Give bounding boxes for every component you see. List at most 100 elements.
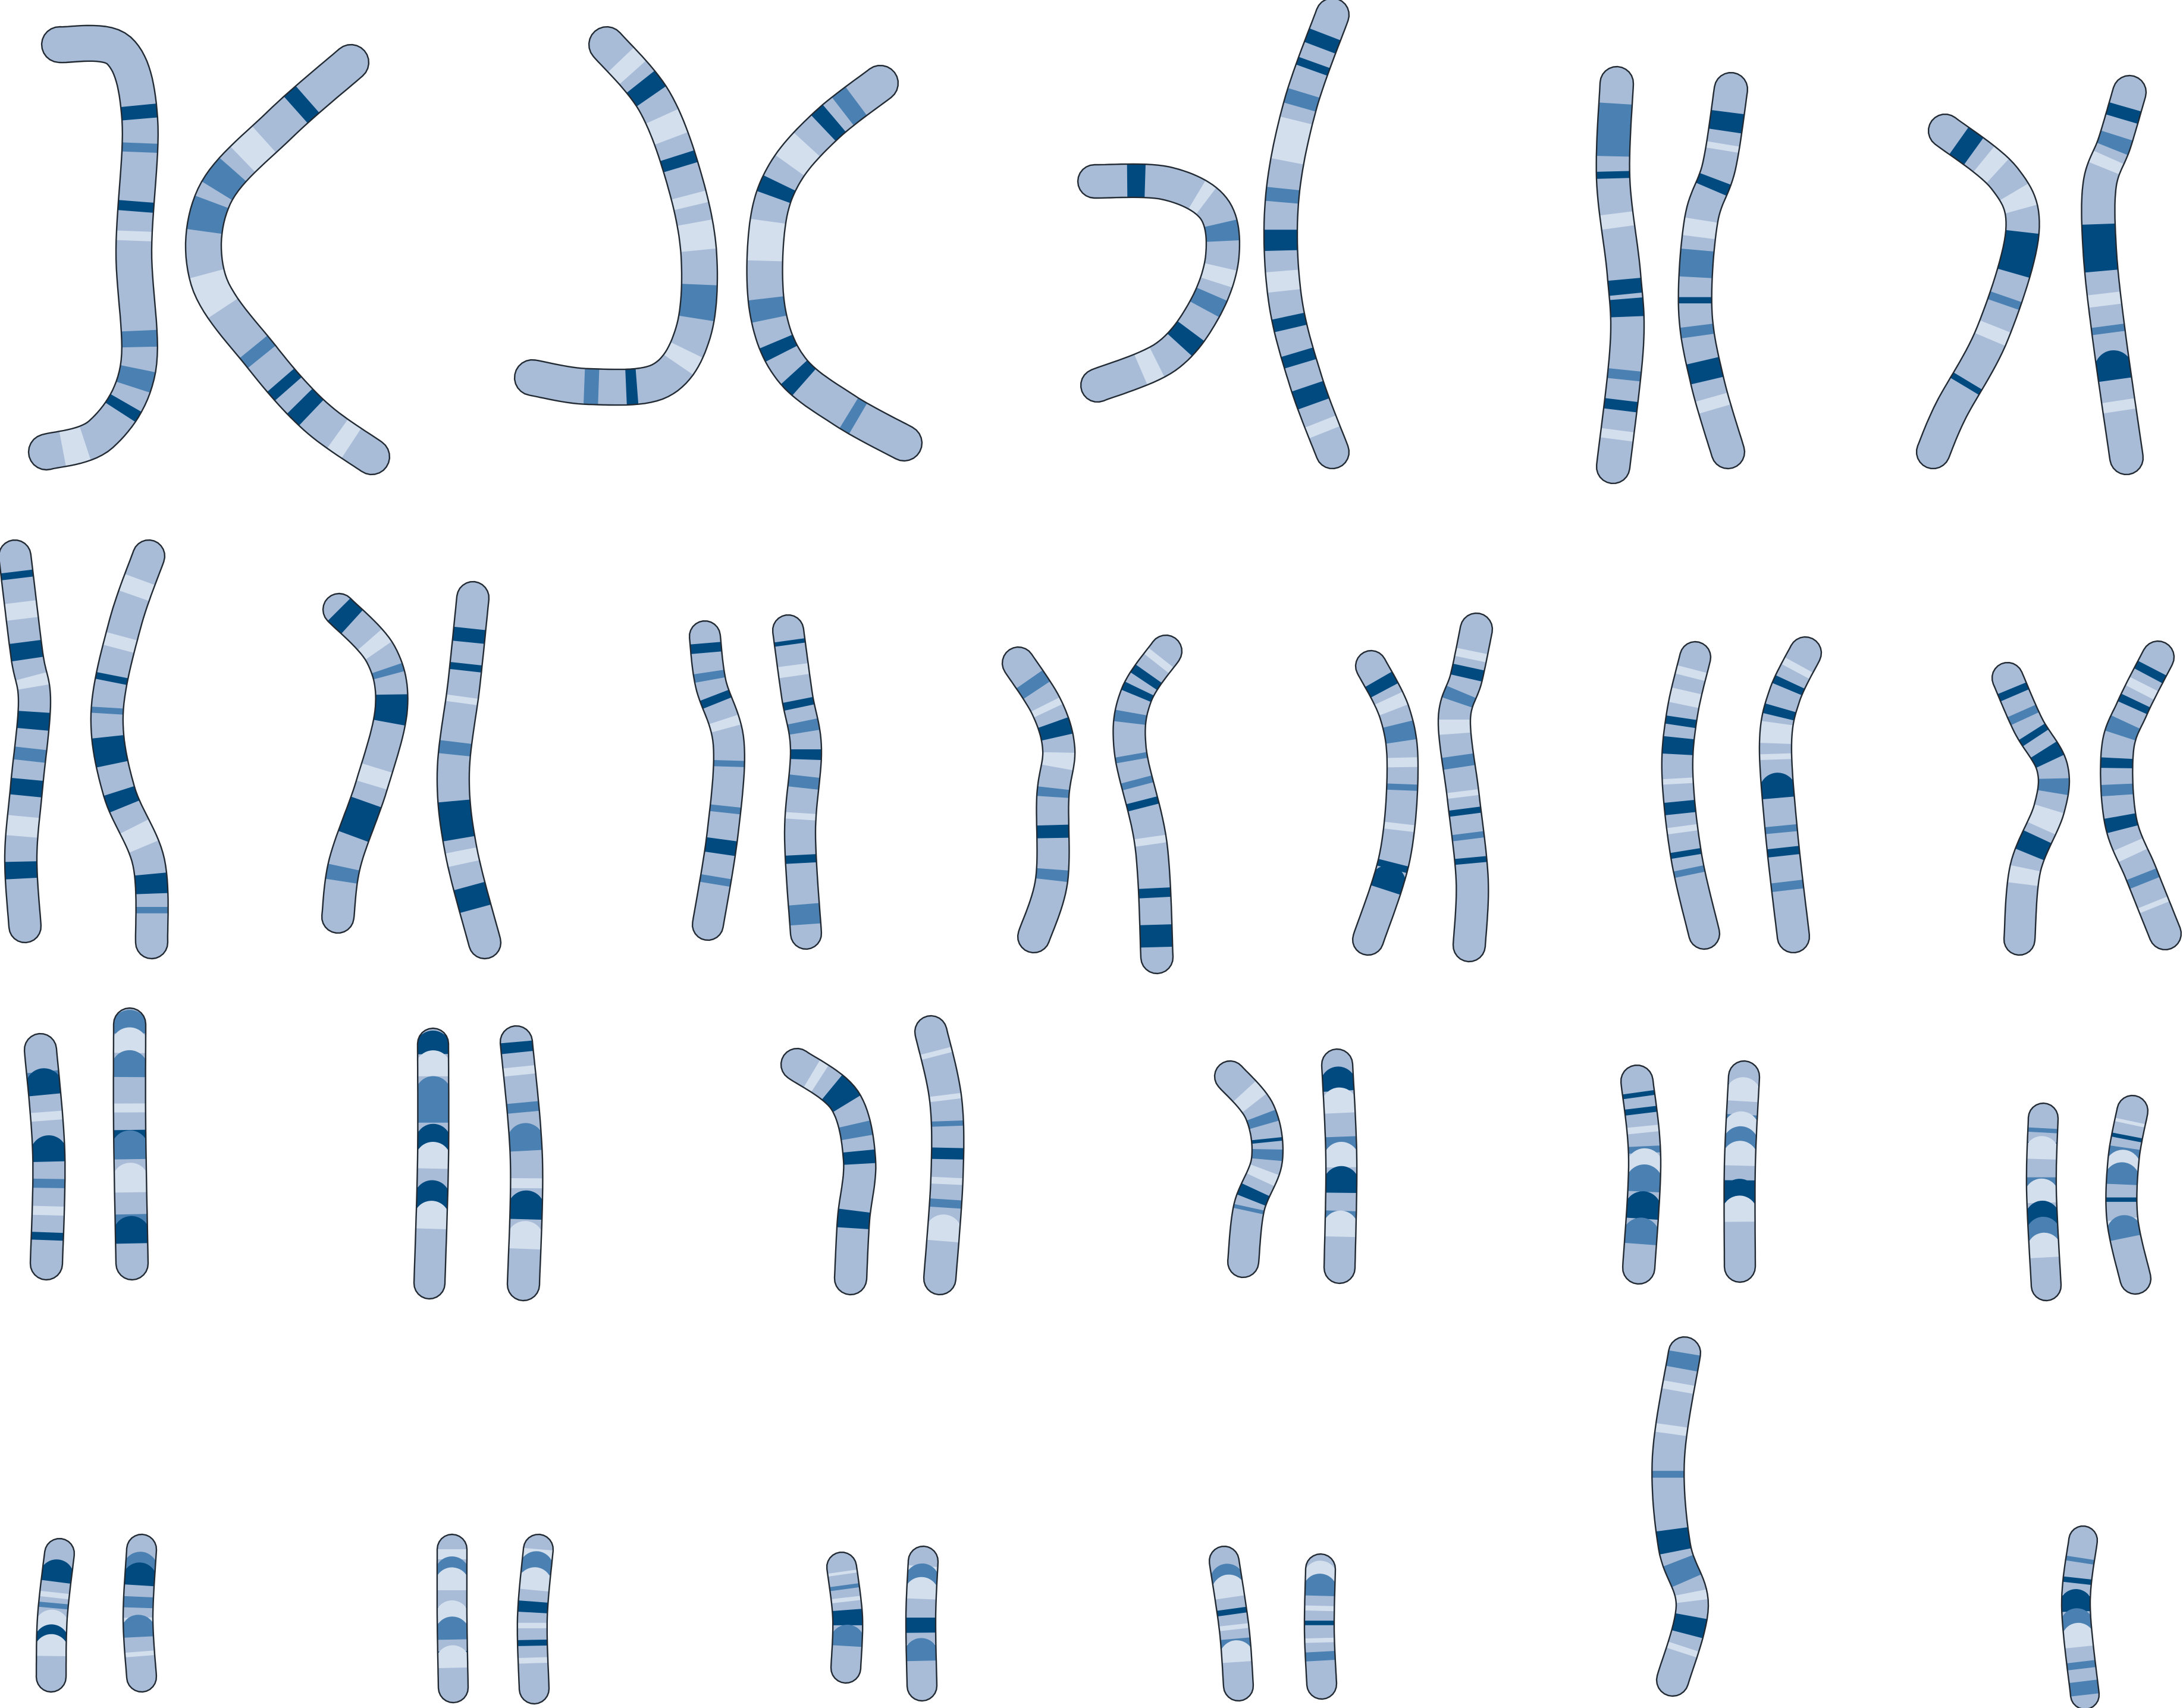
chromosome-outline [112, 1007, 149, 1281]
chromosome-band [11, 736, 49, 773]
chromosome-band [1033, 856, 1071, 894]
chromosome-band [660, 334, 705, 382]
chromosome [1209, 1546, 1254, 1702]
chromosome-band [669, 180, 711, 221]
chromosome-band [1281, 81, 1322, 120]
chromosome-band [2086, 141, 2126, 184]
chromosome-band [264, 364, 305, 405]
chromosome-band [1187, 279, 1229, 325]
chromosome-band [2102, 802, 2141, 844]
chromosome-band [1948, 371, 1984, 397]
chromosome-outline [1620, 1065, 1662, 1285]
chromosome-band [1597, 428, 1637, 442]
chromosome-outline [772, 614, 823, 950]
chromosome-body [2106, 1095, 2151, 1294]
chromosome-band [1113, 751, 1150, 764]
band-group [437, 617, 494, 920]
chromosome-band [443, 838, 482, 875]
chromosome-band [836, 1110, 876, 1151]
chromosome-band [123, 1585, 156, 1620]
chromosome [905, 1545, 939, 1702]
chromosome-band [1127, 345, 1171, 387]
chromosome [1916, 114, 2040, 469]
chromosome-band [90, 724, 130, 777]
chromosome-band [2005, 697, 2041, 733]
chromosome-body [689, 621, 745, 940]
chromosome-band [807, 101, 851, 145]
chromosome-outline [90, 539, 169, 960]
chromosome-outline [1213, 1060, 1284, 1279]
band-group [24, 1068, 65, 1241]
chromosome [1303, 1553, 1338, 1700]
chromosome-band [101, 777, 142, 820]
chromosome-band [757, 325, 800, 371]
chromosome-band [1607, 284, 1644, 331]
chromosome [413, 1027, 450, 1300]
chromosome-band [237, 331, 278, 372]
chromosome-band [2027, 734, 2067, 777]
chromosome-band [27, 1110, 65, 1122]
chromosome-band [1604, 368, 1644, 382]
chromosome [1077, 163, 1241, 403]
chromosome-band [1278, 339, 1319, 377]
chromosome-band [90, 706, 126, 715]
chromosome-band [1124, 796, 1162, 812]
chromosome-band [1605, 265, 1644, 309]
chromosome-band [93, 671, 131, 686]
chromosome-band [118, 813, 161, 860]
chromosome-band [2103, 92, 2144, 134]
band-group [36, 1559, 74, 1669]
band-group [322, 594, 408, 895]
chromosome-band [1623, 1191, 1661, 1229]
chromosome-band [199, 154, 249, 206]
chromosome-outline [516, 1533, 554, 1705]
chromosome-band [1249, 1135, 1283, 1175]
chromosome-body [747, 65, 922, 461]
chromosome-outline [122, 1533, 158, 1693]
chromosome [1651, 1336, 1710, 1697]
chromosome-band [500, 1028, 536, 1065]
chromosome-band [1013, 664, 1053, 705]
chromosome-outline [513, 26, 719, 406]
chromosome [772, 614, 823, 950]
chromosome [2060, 1525, 2100, 1708]
chromosome-band [928, 1176, 964, 1185]
chromosome-band [691, 658, 728, 694]
chromosome-band [1601, 397, 1641, 413]
chromosome-band [1140, 642, 1178, 679]
band-group [1759, 649, 1816, 893]
chromosome-band [658, 141, 700, 182]
chromosome-band [1673, 1578, 1708, 1615]
chromosome-outline [780, 1047, 877, 1296]
chromosome-band [1770, 667, 1807, 704]
chromosome-band [103, 387, 144, 428]
chromosome [499, 1025, 544, 1302]
chromosome-band [1663, 1339, 1703, 1381]
chromosome-band [1113, 697, 1150, 738]
chromosome-outline [2060, 1525, 2100, 1708]
chromosome-band [1039, 737, 1075, 783]
chromosome [2100, 640, 2182, 950]
chromosome-band [2016, 717, 2052, 753]
chromosome-band [26, 1068, 64, 1106]
chromosome-band [827, 84, 872, 128]
chromosome-band [777, 355, 821, 400]
chromosome-outline [1758, 636, 1823, 953]
chromosome-band [1759, 773, 1797, 810]
chromosome-band [1438, 705, 1473, 748]
chromosome [914, 1015, 965, 1296]
chromosome-outline [184, 43, 391, 476]
chromosome-band [817, 1072, 863, 1119]
band-group [1229, 1076, 1283, 1215]
chromosome-band [7, 630, 46, 673]
chromosome-band [1163, 315, 1207, 361]
chromosome-band [369, 653, 407, 690]
chromosome-band [927, 1092, 964, 1103]
chromosome-band [2111, 830, 2150, 871]
chromosome-outline [1677, 72, 1748, 470]
chromosome-band [1293, 56, 1332, 77]
chromosome-band [772, 127, 824, 182]
chromosome-band [118, 92, 158, 133]
chromosome [2105, 1094, 2152, 1295]
chromosome-band [830, 1596, 863, 1639]
